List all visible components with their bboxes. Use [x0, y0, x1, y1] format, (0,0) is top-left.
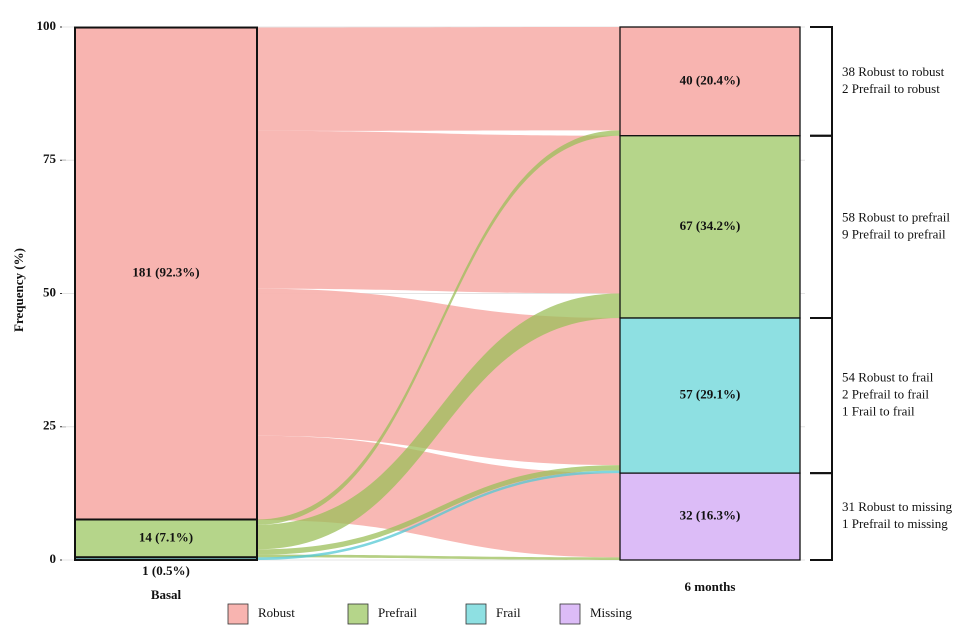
node-bar — [619, 135, 801, 319]
annotation: 54 Robust to frail — [842, 370, 934, 385]
annotation: 2 Prefrail to frail — [842, 387, 929, 402]
annotation: 58 Robust to prefrail — [842, 209, 950, 224]
flow — [257, 465, 620, 555]
value-label: 181 (92.3%) — [132, 264, 199, 279]
legend-label: Frail — [496, 605, 521, 620]
y-tick-label: 100 — [37, 18, 57, 33]
legend-label: Robust — [258, 605, 295, 620]
y-tick-label: 25 — [43, 418, 57, 433]
column-label: 6 months — [685, 579, 736, 594]
legend-swatch — [347, 603, 369, 625]
y-tick-label: 75 — [43, 151, 57, 166]
value-label: 14 (7.1%) — [139, 529, 193, 544]
y-tick-label: 50 — [43, 284, 56, 299]
node-bar — [619, 317, 801, 474]
column-label: Basal — [151, 587, 182, 602]
flow — [257, 293, 620, 550]
annotation: 31 Robust to missing — [842, 499, 953, 514]
legend-label: Prefrail — [378, 605, 417, 620]
y-tick-label: 0 — [50, 551, 57, 566]
flow — [257, 435, 620, 558]
legend-swatch — [465, 603, 487, 625]
flow — [257, 130, 620, 294]
flow — [257, 27, 620, 131]
y-axis-label: Frequency (%) — [11, 248, 26, 332]
node-bar — [619, 26, 801, 137]
node-bar — [74, 26, 258, 521]
annotation: 9 Prefrail to prefrail — [842, 226, 946, 241]
bracket — [810, 134, 833, 320]
flow — [257, 554, 620, 560]
legend-label: Missing — [590, 605, 632, 620]
legend-swatch — [559, 603, 581, 625]
value-label: 67 (34.2%) — [680, 218, 741, 233]
node-bar — [619, 472, 801, 561]
annotation: 1 Prefrail to missing — [842, 516, 948, 531]
node-bar — [74, 518, 258, 559]
bracket — [810, 317, 833, 475]
annotation: 2 Prefrail to robust — [842, 81, 940, 96]
flow — [257, 130, 620, 525]
value-label: 57 (29.1%) — [680, 387, 741, 402]
flow — [257, 470, 620, 560]
node-bar — [74, 556, 258, 562]
legend-swatch — [227, 603, 249, 625]
value-label: 32 (16.3%) — [680, 508, 741, 523]
bracket — [810, 472, 833, 561]
annotation: 38 Robust to robust — [842, 64, 945, 79]
annotation: 1 Frail to frail — [842, 404, 915, 419]
flows — [257, 27, 620, 560]
bracket — [810, 26, 833, 137]
value-label: 40 (20.4%) — [680, 72, 741, 87]
value-label: 1 (0.5%) — [142, 563, 190, 578]
